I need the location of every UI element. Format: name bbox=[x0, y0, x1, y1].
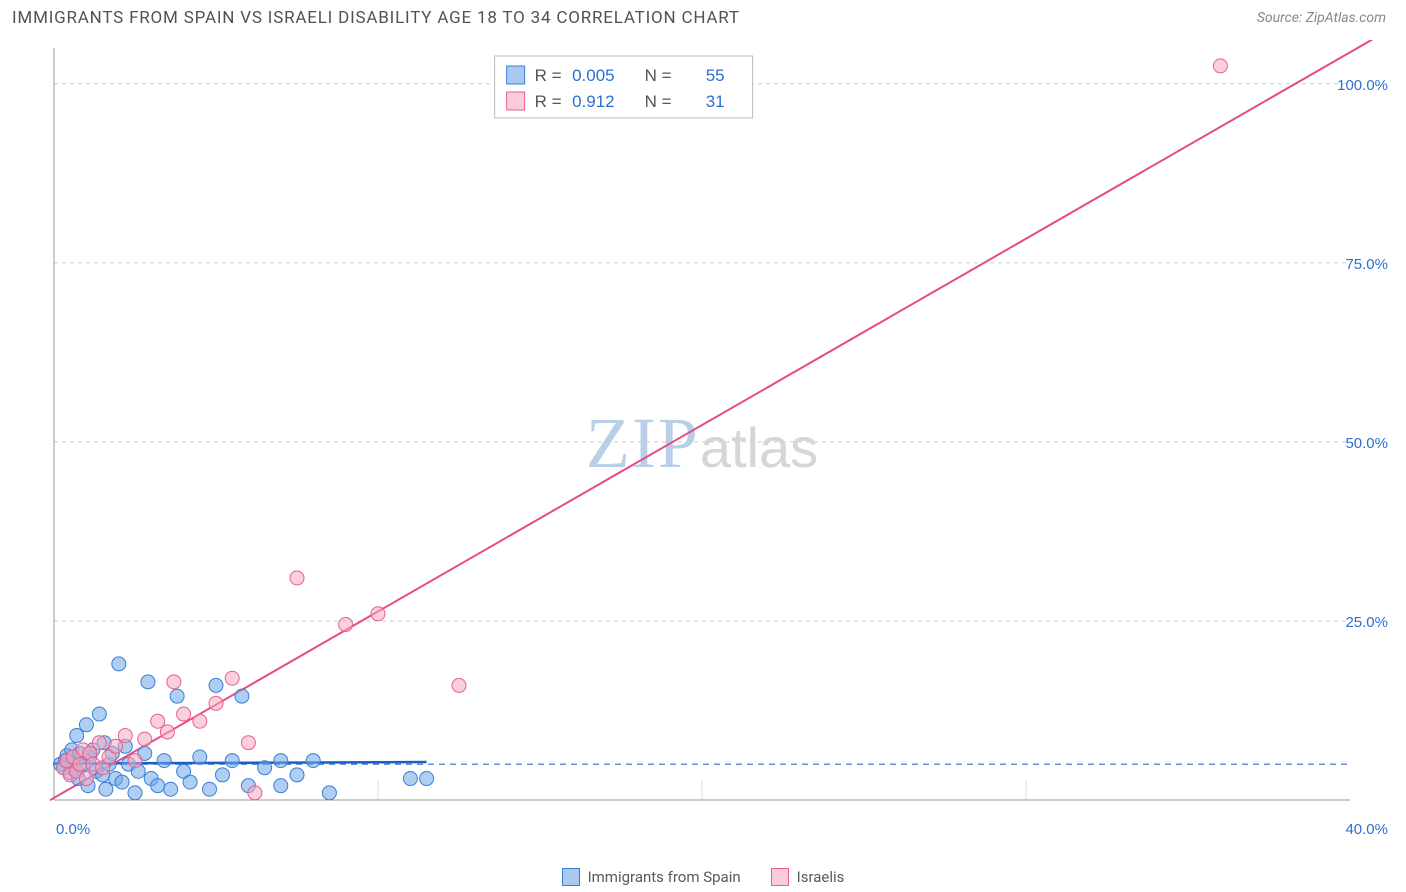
svg-text:75.0%: 75.0% bbox=[1345, 256, 1388, 273]
svg-text:100.0%: 100.0% bbox=[1337, 77, 1388, 94]
svg-text:R =: R = bbox=[535, 66, 562, 85]
bottom-legend: Immigrants from Spain Israelis bbox=[0, 868, 1406, 886]
svg-text:25.0%: 25.0% bbox=[1345, 614, 1388, 631]
svg-text:R =: R = bbox=[535, 92, 562, 111]
svg-text:N =: N = bbox=[645, 66, 672, 85]
svg-text:0.912: 0.912 bbox=[572, 92, 615, 111]
svg-text:50.0%: 50.0% bbox=[1345, 435, 1388, 452]
chart-title: IMMIGRANTS FROM SPAIN VS ISRAELI DISABIL… bbox=[12, 8, 740, 28]
legend-item-spain: Immigrants from Spain bbox=[562, 868, 741, 886]
chart-header: IMMIGRANTS FROM SPAIN VS ISRAELI DISABIL… bbox=[0, 0, 1406, 32]
legend-label-spain: Immigrants from Spain bbox=[588, 868, 741, 886]
legend-swatch-israelis bbox=[771, 868, 789, 886]
legend-swatch-spain bbox=[562, 868, 580, 886]
svg-text:0.0%: 0.0% bbox=[56, 821, 90, 838]
legend-label-israelis: Israelis bbox=[797, 868, 845, 886]
chart-source: Source: ZipAtlas.com bbox=[1257, 10, 1386, 26]
svg-text:N =: N = bbox=[645, 92, 672, 111]
scatter-chart-svg: 25.0%50.0%75.0%100.0%ZIPatlas0.0%40.0%R … bbox=[50, 40, 1394, 840]
svg-text:55: 55 bbox=[706, 66, 725, 85]
legend-item-israelis: Israelis bbox=[771, 868, 845, 886]
svg-text:0.005: 0.005 bbox=[572, 66, 615, 85]
chart-area: 25.0%50.0%75.0%100.0%ZIPatlas0.0%40.0%R … bbox=[50, 40, 1394, 840]
svg-text:31: 31 bbox=[706, 92, 725, 111]
svg-text:40.0%: 40.0% bbox=[1345, 821, 1388, 838]
